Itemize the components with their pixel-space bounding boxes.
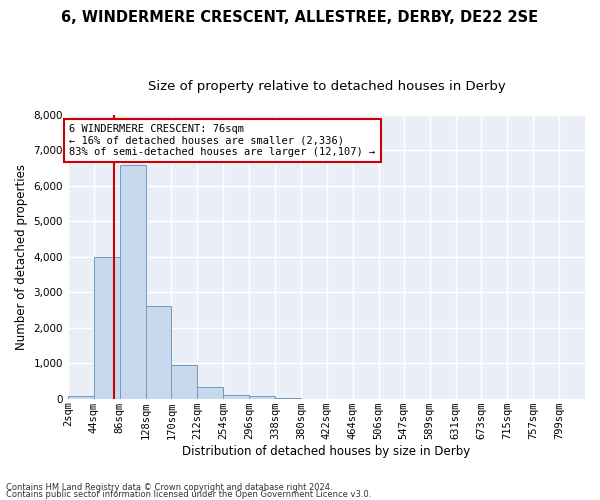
- Title: Size of property relative to detached houses in Derby: Size of property relative to detached ho…: [148, 80, 505, 93]
- Bar: [172, 365, 197, 398]
- Y-axis label: Number of detached properties: Number of detached properties: [15, 164, 28, 350]
- Bar: [119, 164, 146, 398]
- Text: Contains public sector information licensed under the Open Government Licence v3: Contains public sector information licen…: [6, 490, 371, 499]
- Text: 6, WINDERMERE CRESCENT, ALLESTREE, DERBY, DE22 2SE: 6, WINDERMERE CRESCENT, ALLESTREE, DERBY…: [61, 10, 539, 25]
- Bar: [68, 396, 94, 398]
- Bar: [94, 257, 119, 398]
- Bar: [249, 396, 275, 398]
- Bar: [146, 306, 172, 398]
- Text: 6 WINDERMERE CRESCENT: 76sqm
← 16% of detached houses are smaller (2,336)
83% of: 6 WINDERMERE CRESCENT: 76sqm ← 16% of de…: [69, 124, 376, 157]
- X-axis label: Distribution of detached houses by size in Derby: Distribution of detached houses by size …: [182, 444, 470, 458]
- Bar: [197, 387, 223, 398]
- Text: Contains HM Land Registry data © Crown copyright and database right 2024.: Contains HM Land Registry data © Crown c…: [6, 484, 332, 492]
- Bar: [223, 395, 249, 398]
